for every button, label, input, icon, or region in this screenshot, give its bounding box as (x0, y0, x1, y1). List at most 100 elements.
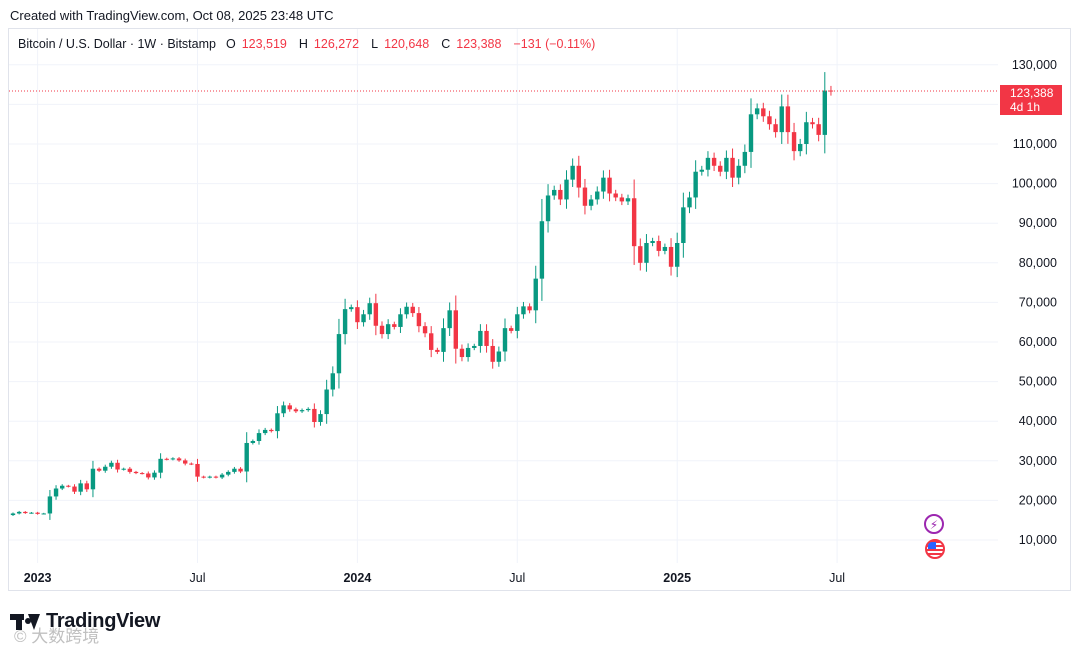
candle-body (90, 468, 96, 490)
candle-body (570, 165, 575, 180)
candle-body (256, 433, 262, 441)
chart-frame[interactable] (8, 28, 1071, 591)
candle-body (656, 241, 661, 251)
candle-body (23, 511, 28, 514)
candle-body (816, 124, 821, 135)
lightning-icon[interactable]: ⚡ (924, 514, 944, 534)
candle-body (361, 314, 366, 323)
candle-body (349, 307, 354, 310)
candle-body (16, 511, 22, 514)
candle-body (47, 496, 53, 514)
candle-body (582, 187, 588, 206)
candle-body (595, 191, 600, 200)
candle-body (785, 106, 791, 133)
candle-body (613, 193, 618, 198)
high-value: 126,272 (313, 37, 360, 51)
candle-body (650, 241, 655, 243)
candle-body (35, 512, 40, 514)
candle-body (718, 165, 723, 172)
candle-body (312, 408, 317, 422)
candle-body (355, 307, 360, 323)
candle-body (736, 165, 741, 178)
bar-countdown: 4d 1h (1010, 100, 1041, 114)
candle-body (779, 106, 784, 133)
candle-body (392, 324, 397, 327)
candle-body (453, 310, 458, 349)
y-axis-tick-label: 20,000 (1019, 493, 1057, 507)
x-axis-tick-label: 2025 (663, 571, 691, 585)
candle-body (306, 408, 311, 411)
candle-body (176, 458, 182, 461)
candle-body (96, 468, 102, 471)
x-axis-tick-label: 2023 (24, 571, 52, 585)
candle-body (472, 345, 477, 348)
x-axis-tick-label: 2024 (343, 571, 371, 585)
candle-body (385, 324, 391, 335)
candle-body (287, 405, 292, 410)
candle-body (219, 474, 225, 478)
y-axis-tick-label: 10,000 (1019, 533, 1057, 547)
candle-body (170, 458, 176, 460)
candle-body (644, 243, 649, 263)
candle-body (342, 309, 348, 335)
candle-body (533, 278, 538, 311)
x-axis-tick-label: Jul (509, 571, 525, 585)
candle-body (773, 124, 778, 133)
candle-body (687, 197, 692, 208)
candle-body (748, 114, 754, 152)
candle-body (115, 462, 120, 470)
low-label: L (371, 37, 379, 51)
tradingview-logo[interactable]: TradingView (10, 610, 160, 633)
high-label: H (298, 37, 308, 51)
symbol-title[interactable]: Bitcoin / U.S. Dollar · 1W · Bitstamp (18, 37, 216, 51)
candle-body (324, 389, 329, 415)
candle-body (791, 132, 797, 152)
candle-body (767, 116, 772, 125)
candle-body (195, 463, 200, 477)
candle-body (638, 246, 643, 263)
candle-body (207, 476, 212, 478)
candle-body (262, 429, 268, 434)
candle-body (724, 157, 729, 172)
candle-body (416, 313, 422, 327)
us-flag-icon[interactable] (925, 539, 945, 559)
candle-body (422, 326, 428, 334)
candle-body (711, 157, 717, 166)
candle-body (10, 513, 16, 516)
candle-body (588, 199, 594, 206)
last-price-tag: 123,388 4d 1h (1000, 85, 1062, 115)
candle-body (754, 108, 760, 115)
candle-body (244, 442, 249, 472)
candle-body (158, 458, 163, 473)
candle-body (41, 513, 46, 515)
candle-body (607, 177, 612, 194)
candle-body (828, 90, 834, 92)
candle-body (804, 122, 809, 144)
candle-body (631, 198, 637, 247)
candle-body (127, 468, 133, 472)
y-axis-tick-label: 40,000 (1019, 414, 1057, 428)
candle-body (441, 328, 446, 352)
candle-body (293, 409, 299, 412)
candle-body (681, 207, 686, 243)
candle-body (78, 483, 83, 492)
candle-body (478, 330, 483, 346)
candle-body (576, 165, 581, 188)
candle-body (121, 468, 126, 470)
candle-body (53, 488, 59, 497)
candle-body (103, 466, 108, 471)
candle-body (189, 463, 194, 465)
x-axis-tick-label: Jul (829, 571, 845, 585)
y-axis-tick-label: 80,000 (1019, 256, 1057, 270)
candle-body (213, 476, 219, 478)
candle-body (465, 347, 471, 358)
candle-body (367, 303, 372, 315)
candle-body (693, 171, 698, 198)
candle-body (336, 334, 342, 374)
candle-body (502, 328, 508, 352)
candle-body (275, 413, 280, 432)
candle-body (201, 476, 206, 478)
candle-body (139, 473, 145, 475)
